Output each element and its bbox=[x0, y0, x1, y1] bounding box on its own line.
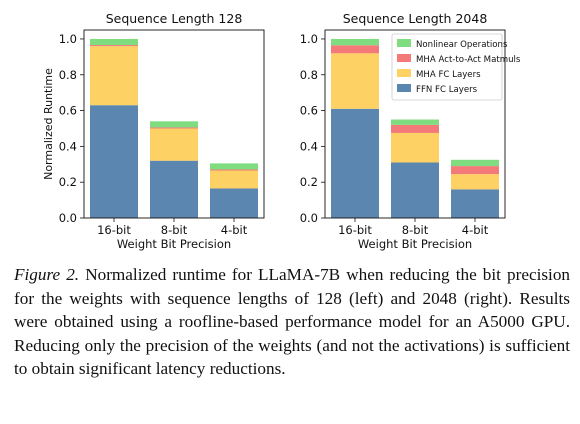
bar-ffn-fc-layers-16-bit bbox=[90, 105, 138, 218]
bar-nonlinear-operations-4-bit bbox=[210, 163, 258, 170]
bar-ffn-fc-layers-4-bit bbox=[451, 189, 499, 218]
bar-ffn-fc-layers-8-bit bbox=[391, 162, 439, 218]
y-tick-label: 1.0 bbox=[59, 32, 77, 46]
bar-mha-fc-layers-8-bit bbox=[391, 132, 439, 163]
figure-caption: Figure 2. Normalized runtime for LLaMA-7… bbox=[14, 263, 570, 381]
legend-box bbox=[391, 33, 503, 101]
bar-mha-fc-layers-8-bit bbox=[150, 128, 198, 161]
bar-mha-fc-layers-16-bit bbox=[331, 53, 379, 109]
y-tick-label: 0.4 bbox=[300, 139, 318, 153]
bar-mha-act-to-act-matmuls-8-bit bbox=[150, 127, 198, 129]
bar-mha-act-to-act-matmuls-16-bit bbox=[90, 45, 138, 47]
legend-label-mha-fc-layers: MHA FC Layers bbox=[416, 70, 481, 80]
legend: Nonlinear Operations MHA Act-to-Act Matmu… bbox=[391, 33, 521, 101]
y-tick-label: 0.2 bbox=[300, 175, 318, 189]
legend-swatch-nonlinear-operations bbox=[397, 39, 411, 47]
legend-label-ffn-fc-layers: FFN FC Layers bbox=[416, 85, 478, 95]
bar-nonlinear-operations-8-bit bbox=[150, 121, 198, 128]
y-tick-label: 0.6 bbox=[59, 104, 77, 118]
legend-swatch-mha-act-to-act-matmuls bbox=[397, 54, 411, 62]
figure-chart: 0.0 0.2 0.4 0.6 0.8 1.0 16-bit 8-bit 4-bit Sequen… bbox=[42, 11, 521, 251]
bar-ffn-fc-layers-16-bit bbox=[331, 108, 379, 218]
bar-nonlinear-operations-8-bit bbox=[391, 119, 439, 125]
chart-title: Sequence Length 2048 bbox=[343, 11, 488, 26]
caption-text: Normalized runtime for LLaMA-7B when red… bbox=[14, 265, 571, 379]
axes-frame bbox=[83, 29, 265, 219]
y-tick-label: 0.8 bbox=[300, 68, 318, 82]
x-tick-label: 8-bit bbox=[402, 223, 429, 237]
chart-panel-2: 0.0 0.2 0.4 0.6 0.8 1.0 16-bit 8-bit 4-bit Sequen… bbox=[300, 11, 521, 251]
x-tick-label: 16-bit bbox=[97, 223, 131, 237]
legend-swatch-mha-fc-layers bbox=[397, 69, 411, 77]
bar-nonlinear-operations-16-bit bbox=[331, 38, 379, 46]
bar-mha-fc-layers-4-bit bbox=[210, 170, 258, 189]
legend-label-mha-act-to-act-matmuls: MHA Act-to-Act Matmuls bbox=[416, 55, 521, 65]
bar-mha-fc-layers-4-bit bbox=[451, 174, 499, 190]
y-tick-label: 0.2 bbox=[59, 175, 77, 189]
x-axis-label: Weight Bit Precision bbox=[358, 237, 472, 251]
y-tick-label: 0.8 bbox=[59, 68, 77, 82]
bar-mha-act-to-act-matmuls-16-bit bbox=[331, 45, 379, 54]
x-tick-label: 4-bit bbox=[221, 223, 248, 237]
bar-mha-fc-layers-16-bit bbox=[90, 46, 138, 106]
bar-nonlinear-operations-16-bit bbox=[90, 38, 138, 46]
y-axis-label: Normalized Runtime bbox=[42, 68, 55, 180]
x-tick-label: 8-bit bbox=[161, 223, 188, 237]
x-tick-label: 4-bit bbox=[462, 223, 489, 237]
y-tick-label: 0.0 bbox=[300, 211, 318, 225]
y-tick-label: 0.6 bbox=[300, 104, 318, 118]
bar-ffn-fc-layers-8-bit bbox=[150, 160, 198, 218]
bar-mha-act-to-act-matmuls-4-bit bbox=[210, 169, 258, 171]
chart-title: Sequence Length 128 bbox=[106, 11, 243, 26]
y-tick-label: 0.0 bbox=[59, 211, 77, 225]
bar-mha-act-to-act-matmuls-8-bit bbox=[391, 124, 439, 133]
y-tick-label: 1.0 bbox=[300, 32, 318, 46]
axes-frame bbox=[324, 29, 506, 219]
bar-nonlinear-operations-4-bit bbox=[451, 159, 499, 167]
x-axis-label: Weight Bit Precision bbox=[117, 237, 231, 251]
y-tick-label: 0.4 bbox=[59, 139, 77, 153]
chart-panel-1: 0.0 0.2 0.4 0.6 0.8 1.0 16-bit 8-bit 4-bit Sequen… bbox=[42, 11, 265, 251]
bar-ffn-fc-layers-4-bit bbox=[210, 188, 258, 218]
legend-swatch-ffn-fc-layers bbox=[397, 84, 411, 92]
legend-label-nonlinear-operations: Nonlinear Operations bbox=[416, 40, 508, 50]
caption-label: Figure 2. bbox=[14, 265, 80, 284]
x-tick-label: 16-bit bbox=[338, 223, 372, 237]
bar-mha-act-to-act-matmuls-4-bit bbox=[451, 166, 499, 175]
